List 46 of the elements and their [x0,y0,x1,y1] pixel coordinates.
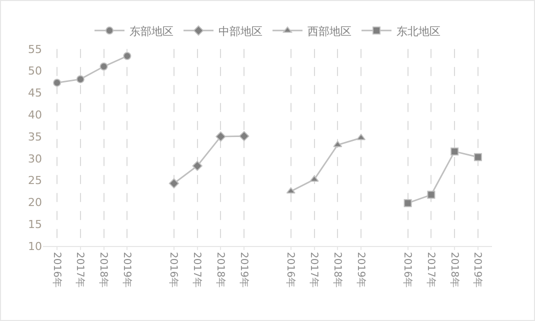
y-tick-label: 15 [28,218,42,231]
point [76,75,84,84]
y-tick-label: 45 [28,86,42,100]
point [427,190,436,199]
point [53,78,62,87]
x-tick-label: 2016年 [284,252,297,288]
point [168,178,180,188]
x-tick-label: 2017年 [191,252,204,288]
x-tick-label: 2018年 [214,252,226,288]
x-tick-label: 2018年 [331,252,344,288]
x-tick-label: 2016年 [50,252,63,288]
x-tick-label: 2019年 [238,252,250,288]
point [100,62,108,71]
x-tick-label: 2019年 [472,252,484,288]
point [286,187,296,194]
x-tick-label: 2016年 [402,252,414,288]
point [450,147,459,156]
x-tick-label: 2019年 [354,252,367,288]
x-tick-label: 2017年 [424,252,437,288]
legend-label: 西部地区 [308,24,352,38]
x-tick-label: 2018年 [98,252,110,288]
y-tick-label: 50 [28,64,42,78]
y-tick-label: 10 [28,240,42,253]
x-tick-label: 2018年 [448,252,460,288]
point [310,175,319,182]
point [216,132,226,142]
x-tick-label: 2016年 [168,252,180,288]
point [333,140,342,148]
point [239,131,250,142]
y-tick-label: 30 [28,152,42,166]
y-tick-label: 40 [28,108,42,122]
x-tick-label: 2017年 [308,252,320,288]
legend-label: 中部地区 [218,24,262,38]
point [404,199,412,208]
point [474,153,482,162]
y-tick-label: 25 [28,174,42,188]
x-tick-label: 2017年 [74,252,86,288]
x-tick-label: 2019年 [120,252,133,288]
y-tick-label: 55 [28,42,42,56]
legend-label: 东部地区 [130,24,174,38]
point [356,134,366,140]
point [192,160,202,171]
y-tick-label: 20 [28,196,42,210]
point [123,52,132,60]
legend-label: 东北地区 [396,24,440,38]
y-tick-label: 35 [28,130,42,144]
